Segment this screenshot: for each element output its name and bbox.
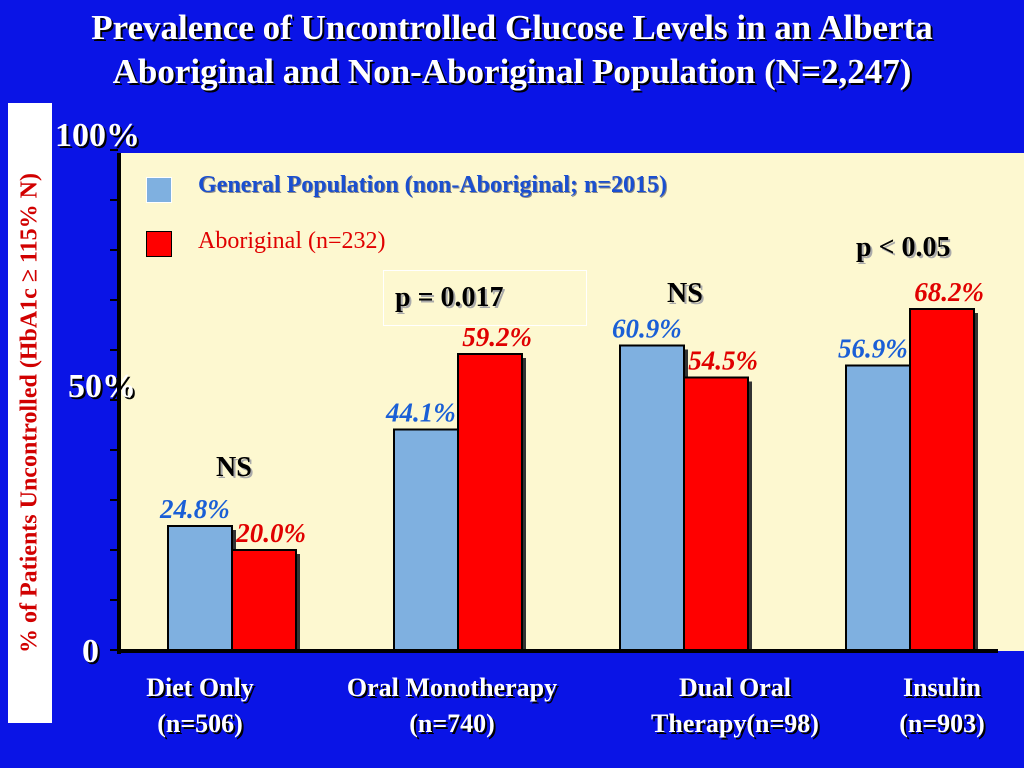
bar-oral-monotherapy-general <box>393 428 459 651</box>
title-line-1: Prevalence of Uncontrolled Glucose Level… <box>91 8 933 47</box>
legend-label-general: General Population (non-Aboriginal; n=20… <box>198 172 668 198</box>
annotation-insulin: p < 0.05 <box>856 232 951 263</box>
annotation-diet-only: NS <box>216 452 252 483</box>
y-tick-100: 100% <box>55 117 140 154</box>
annotation-oral-monotherapy: p = 0.017 <box>395 282 504 313</box>
bar-insulin-aboriginal <box>909 308 975 651</box>
data-label-dual-oral-aboriginal: 54.5% <box>688 346 758 376</box>
chart-title: Prevalence of Uncontrolled Glucose Level… <box>0 6 1024 94</box>
data-label-diet-only-aboriginal: 20.0% <box>235 518 306 548</box>
category-label-diet-only: Diet Only (n=506) <box>146 673 254 738</box>
legend-swatch-general <box>146 177 172 203</box>
x-axis-line <box>117 649 998 653</box>
legend-label-aboriginal: Aboriginal (n=232) <box>198 228 386 254</box>
y-tick-50: 50% <box>68 368 136 405</box>
category-label-insulin: Insulin (n=903) <box>899 673 985 738</box>
title-line-2: Aboriginal and Non-Aboriginal Population… <box>112 52 912 91</box>
category-label-oral-monotherapy: Oral Monotherapy (n=740) <box>346 673 558 738</box>
bar-oral-monotherapy-aboriginal <box>457 353 523 651</box>
data-label-diet-only-general: 24.8% <box>159 494 230 524</box>
legend-swatch-aboriginal <box>146 231 172 257</box>
bar-dual-oral-aboriginal <box>683 376 749 651</box>
data-label-insulin-aboriginal: 68.2% <box>914 277 984 307</box>
data-label-dual-oral-general: 60.9% <box>612 314 682 344</box>
bar-diet-only-general <box>167 525 233 651</box>
data-label-insulin-general: 56.9% <box>838 334 908 364</box>
bar-diet-only-aboriginal <box>231 549 297 651</box>
category-label-dual-oral: Dual Oral Therapy(n=98) <box>651 673 819 738</box>
data-label-oral-monotherapy-general: 44.1% <box>385 398 456 428</box>
y-axis-line <box>117 153 121 654</box>
bar-dual-oral-general <box>619 344 685 651</box>
y-axis-label-box <box>8 103 52 723</box>
y-tick-0: 0 <box>82 633 99 670</box>
bar-insulin-general <box>845 364 911 651</box>
annotation-dual-oral: NS <box>667 278 703 309</box>
data-label-oral-monotherapy-aboriginal: 59.2% <box>462 322 532 352</box>
pvalue-box <box>383 270 587 326</box>
